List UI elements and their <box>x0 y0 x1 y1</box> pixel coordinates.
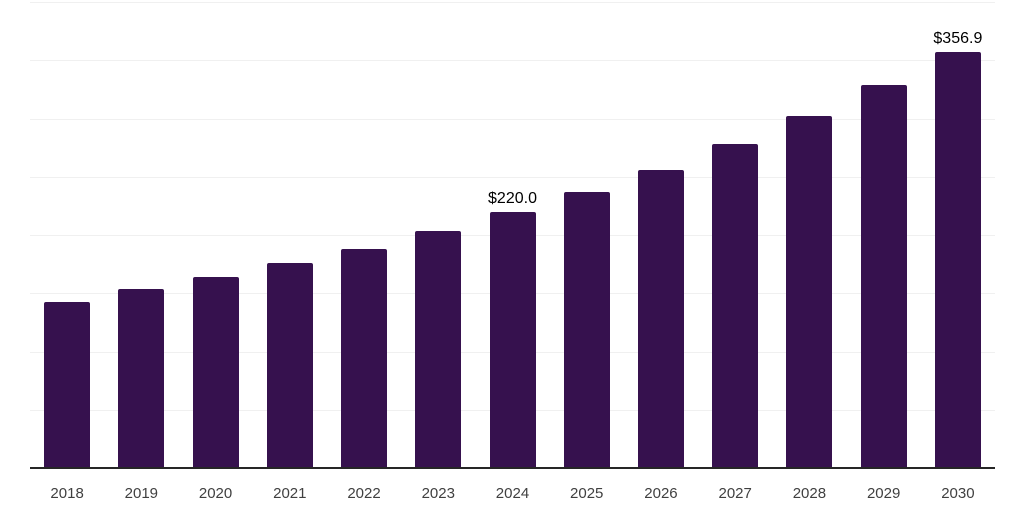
x-tick-label-2020: 2020 <box>198 485 233 502</box>
gridline-250 <box>30 176 995 178</box>
bar-2028 <box>786 116 833 468</box>
bar-2023 <box>415 231 462 468</box>
x-tick-label-2028: 2028 <box>792 485 827 502</box>
data-label-2030: $356.9 <box>933 30 983 48</box>
bar-2021 <box>266 262 313 468</box>
bar-2025 <box>563 192 610 468</box>
x-axis-line <box>30 467 995 469</box>
bar-2019 <box>118 289 165 468</box>
gridline-300 <box>30 118 995 120</box>
x-tick-label-2018: 2018 <box>50 485 84 502</box>
bar-2022 <box>341 248 388 468</box>
bar-2029 <box>860 84 907 468</box>
data-label-2024: $220.0 <box>488 189 537 207</box>
gridline-350 <box>30 60 995 62</box>
bar-2030 <box>934 52 981 468</box>
x-tick-label-2025: 2025 <box>570 485 604 502</box>
x-tick-label-2022: 2022 <box>347 485 381 502</box>
bar-2027 <box>712 144 759 468</box>
gridline-400 <box>30 2 995 3</box>
x-tick-label-2021: 2021 <box>273 485 307 502</box>
x-tick-label-2029: 2029 <box>866 485 901 502</box>
x-tick-label-2019: 2019 <box>124 485 159 502</box>
x-tick-label-2026: 2026 <box>644 485 678 502</box>
x-tick-label-2030: 2030 <box>941 485 975 502</box>
bar-2018 <box>44 301 91 468</box>
x-tick-label-2027: 2027 <box>718 485 752 502</box>
x-tick-label-2023: 2023 <box>421 485 455 502</box>
bar-2020 <box>192 276 239 468</box>
x-tick-label-2024: 2024 <box>495 485 530 502</box>
bar-2024 <box>489 211 536 468</box>
bar-2026 <box>637 169 684 468</box>
